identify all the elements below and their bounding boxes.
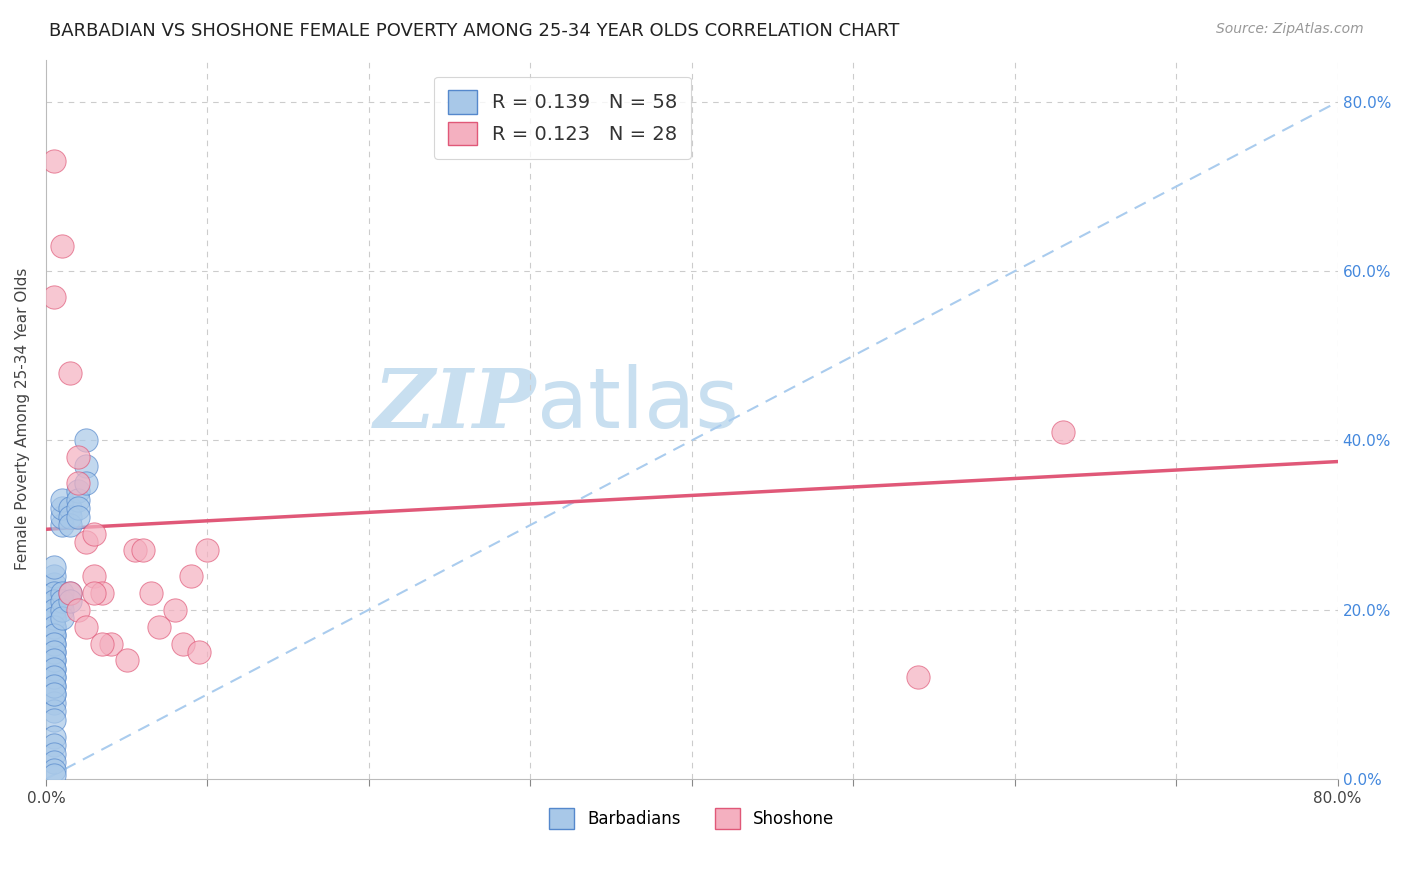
Point <box>42 636 65 650</box>
Point <box>42 645 65 659</box>
Point <box>59 509 82 524</box>
Point <box>75 434 97 448</box>
Point <box>42 628 65 642</box>
Point <box>75 535 97 549</box>
Text: ZIP: ZIP <box>374 365 537 445</box>
Point <box>124 543 146 558</box>
Point <box>1052 425 1074 439</box>
Y-axis label: Female Poverty Among 25-34 Year Olds: Female Poverty Among 25-34 Year Olds <box>15 268 30 571</box>
Point <box>42 594 65 608</box>
Point <box>42 747 65 761</box>
Point <box>42 577 65 591</box>
Point <box>59 518 82 533</box>
Point <box>197 543 219 558</box>
Point <box>51 586 73 600</box>
Text: BARBADIAN VS SHOSHONE FEMALE POVERTY AMONG 25-34 YEAR OLDS CORRELATION CHART: BARBADIAN VS SHOSHONE FEMALE POVERTY AMO… <box>49 22 900 40</box>
Point <box>51 509 73 524</box>
Point <box>51 594 73 608</box>
Point <box>165 602 187 616</box>
Point <box>67 450 90 465</box>
Point <box>67 475 90 490</box>
Text: Source: ZipAtlas.com: Source: ZipAtlas.com <box>1216 22 1364 37</box>
Point <box>51 492 73 507</box>
Point <box>51 602 73 616</box>
Point <box>42 764 65 778</box>
Point <box>42 687 65 701</box>
Point <box>83 586 105 600</box>
Point <box>42 586 65 600</box>
Point <box>115 653 138 667</box>
Point <box>42 569 65 583</box>
Point <box>42 713 65 727</box>
Point <box>42 560 65 574</box>
Point <box>42 154 65 169</box>
Point <box>75 619 97 633</box>
Point <box>59 594 82 608</box>
Point <box>42 619 65 633</box>
Point <box>67 501 90 516</box>
Point <box>51 518 73 533</box>
Point <box>75 458 97 473</box>
Legend: Barbadians, Shoshone: Barbadians, Shoshone <box>543 802 841 835</box>
Point <box>51 501 73 516</box>
Point <box>180 569 202 583</box>
Point <box>42 696 65 710</box>
Point <box>148 619 170 633</box>
Point <box>42 586 65 600</box>
Point <box>42 619 65 633</box>
Point <box>42 645 65 659</box>
Point <box>83 526 105 541</box>
Point <box>100 636 122 650</box>
Point <box>75 475 97 490</box>
Point <box>42 653 65 667</box>
Point <box>42 679 65 693</box>
Point <box>59 586 82 600</box>
Point <box>42 730 65 744</box>
Point <box>42 289 65 303</box>
Point <box>42 738 65 752</box>
Point <box>172 636 194 650</box>
Point <box>67 492 90 507</box>
Point <box>59 586 82 600</box>
Point <box>42 704 65 718</box>
Point <box>67 509 90 524</box>
Point <box>42 687 65 701</box>
Point <box>42 670 65 684</box>
Point <box>42 594 65 608</box>
Point <box>42 636 65 650</box>
Point <box>51 239 73 253</box>
Point <box>91 636 114 650</box>
Point <box>907 670 929 684</box>
Point <box>51 611 73 625</box>
Point <box>188 645 211 659</box>
Point <box>42 662 65 676</box>
Point <box>42 611 65 625</box>
Point <box>42 670 65 684</box>
Point <box>132 543 155 558</box>
Point <box>42 653 65 667</box>
Point <box>139 586 162 600</box>
Point <box>42 611 65 625</box>
Point <box>83 569 105 583</box>
Text: atlas: atlas <box>537 364 738 445</box>
Point <box>42 602 65 616</box>
Point <box>42 755 65 769</box>
Point <box>42 767 65 781</box>
Point <box>42 679 65 693</box>
Point <box>59 501 82 516</box>
Point <box>67 484 90 499</box>
Point <box>67 602 90 616</box>
Point <box>42 602 65 616</box>
Point <box>42 628 65 642</box>
Point <box>59 366 82 380</box>
Point <box>42 662 65 676</box>
Point <box>91 586 114 600</box>
